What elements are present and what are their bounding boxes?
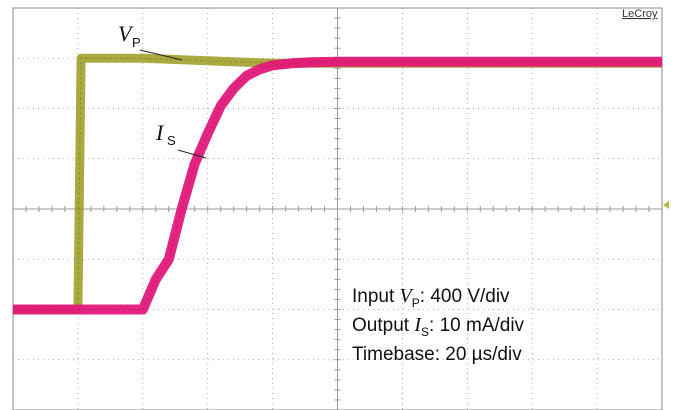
output-scale-line: Output IS: 10 mA/div <box>352 314 525 339</box>
output-scale: : 10 mA/div <box>429 315 525 336</box>
trigger-level-marker <box>663 201 669 209</box>
settings-legend: Input VP: 400 V/div Output IS: 10 mA/div… <box>352 285 525 365</box>
input-symbol: V <box>400 285 415 307</box>
trace-is <box>13 56 662 315</box>
is-symbol: I <box>155 120 165 145</box>
timebase-line: Timebase: 20 µs/div <box>352 344 522 365</box>
brand-label: LeCroy <box>622 8 658 20</box>
vp-symbol: V <box>118 21 134 46</box>
input-prefix: Input <box>352 286 400 307</box>
vp-subscript: P <box>132 35 141 50</box>
vp-annotation: V P <box>118 21 183 61</box>
is-leader-line <box>177 149 207 159</box>
input-subscript: P <box>412 296 420 310</box>
graticule <box>12 7 663 410</box>
is-annotation: I S <box>155 120 207 159</box>
output-symbol: I <box>413 314 422 336</box>
graticule-frame <box>12 7 663 410</box>
vp-leader-line <box>139 49 183 61</box>
output-prefix: Output <box>352 315 414 336</box>
is-subscript: S <box>167 133 176 148</box>
input-scale: : 400 V/div <box>420 286 510 307</box>
input-scale-line: Input VP: 400 V/div <box>352 285 510 310</box>
traces <box>13 53 662 315</box>
output-subscript: S <box>421 325 429 339</box>
